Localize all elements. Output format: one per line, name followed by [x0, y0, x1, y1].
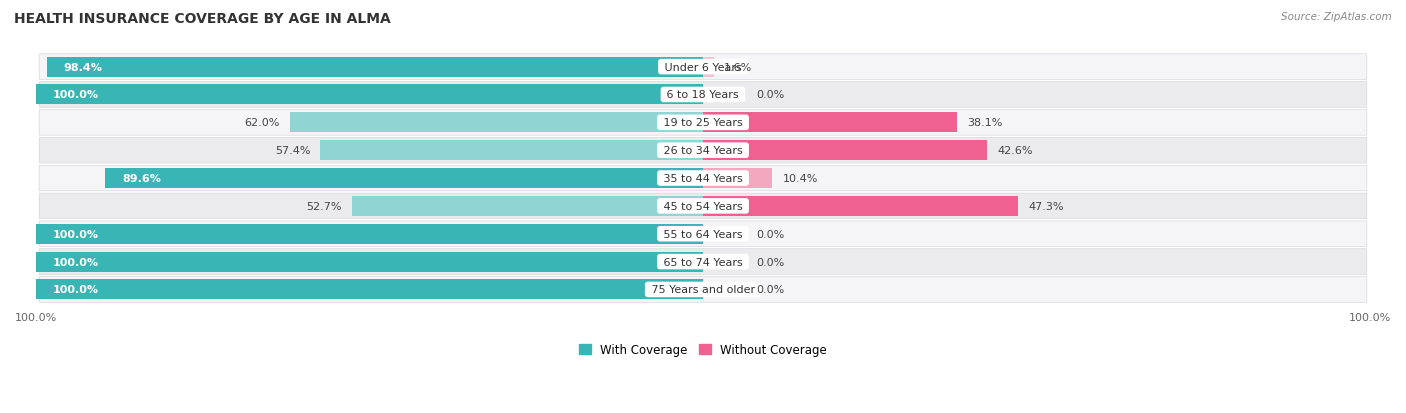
Text: HEALTH INSURANCE COVERAGE BY AGE IN ALMA: HEALTH INSURANCE COVERAGE BY AGE IN ALMA	[14, 12, 391, 26]
Text: 45 to 54 Years: 45 to 54 Years	[659, 202, 747, 211]
FancyBboxPatch shape	[39, 55, 1367, 80]
Legend: With Coverage, Without Coverage: With Coverage, Without Coverage	[574, 338, 832, 361]
Bar	[37, 252, 703, 272]
Text: 75 Years and older: 75 Years and older	[648, 285, 758, 295]
Text: 65 to 74 Years: 65 to 74 Years	[659, 257, 747, 267]
Text: 6 to 18 Years: 6 to 18 Years	[664, 90, 742, 100]
Bar	[703, 169, 772, 189]
Text: 0.0%: 0.0%	[756, 257, 785, 267]
Text: 100.0%: 100.0%	[53, 257, 98, 267]
FancyBboxPatch shape	[39, 110, 1367, 136]
Text: Under 6 Years: Under 6 Years	[661, 62, 745, 72]
Bar	[352, 196, 703, 216]
Bar	[703, 141, 987, 161]
FancyBboxPatch shape	[39, 138, 1367, 164]
Text: 52.7%: 52.7%	[307, 202, 342, 211]
Text: 89.6%: 89.6%	[122, 173, 162, 184]
Text: 1.6%: 1.6%	[724, 62, 752, 72]
Bar	[37, 224, 703, 244]
Text: Source: ZipAtlas.com: Source: ZipAtlas.com	[1281, 12, 1392, 22]
Bar	[703, 113, 957, 133]
Text: 19 to 25 Years: 19 to 25 Years	[659, 118, 747, 128]
Text: 98.4%: 98.4%	[63, 62, 103, 72]
Text: 0.0%: 0.0%	[756, 229, 785, 239]
FancyBboxPatch shape	[39, 277, 1367, 302]
FancyBboxPatch shape	[39, 194, 1367, 219]
FancyBboxPatch shape	[39, 221, 1367, 247]
Bar	[105, 169, 703, 189]
Bar	[37, 85, 703, 105]
Bar	[703, 196, 1018, 216]
Text: 42.6%: 42.6%	[997, 146, 1032, 156]
Bar	[290, 113, 703, 133]
Bar	[321, 141, 703, 161]
Text: 0.0%: 0.0%	[756, 90, 785, 100]
Text: 100.0%: 100.0%	[53, 285, 98, 295]
Text: 57.4%: 57.4%	[274, 146, 311, 156]
Text: 100.0%: 100.0%	[53, 229, 98, 239]
Text: 47.3%: 47.3%	[1028, 202, 1064, 211]
Text: 26 to 34 Years: 26 to 34 Years	[659, 146, 747, 156]
Text: 35 to 44 Years: 35 to 44 Years	[659, 173, 747, 184]
FancyBboxPatch shape	[39, 166, 1367, 191]
Text: 0.0%: 0.0%	[756, 285, 785, 295]
Text: 55 to 64 Years: 55 to 64 Years	[659, 229, 747, 239]
Text: 38.1%: 38.1%	[967, 118, 1002, 128]
Bar	[703, 57, 714, 78]
FancyBboxPatch shape	[39, 249, 1367, 275]
Text: 62.0%: 62.0%	[245, 118, 280, 128]
FancyBboxPatch shape	[39, 83, 1367, 108]
Text: 100.0%: 100.0%	[53, 90, 98, 100]
Text: 10.4%: 10.4%	[782, 173, 818, 184]
Bar	[46, 57, 703, 78]
Bar	[37, 280, 703, 300]
